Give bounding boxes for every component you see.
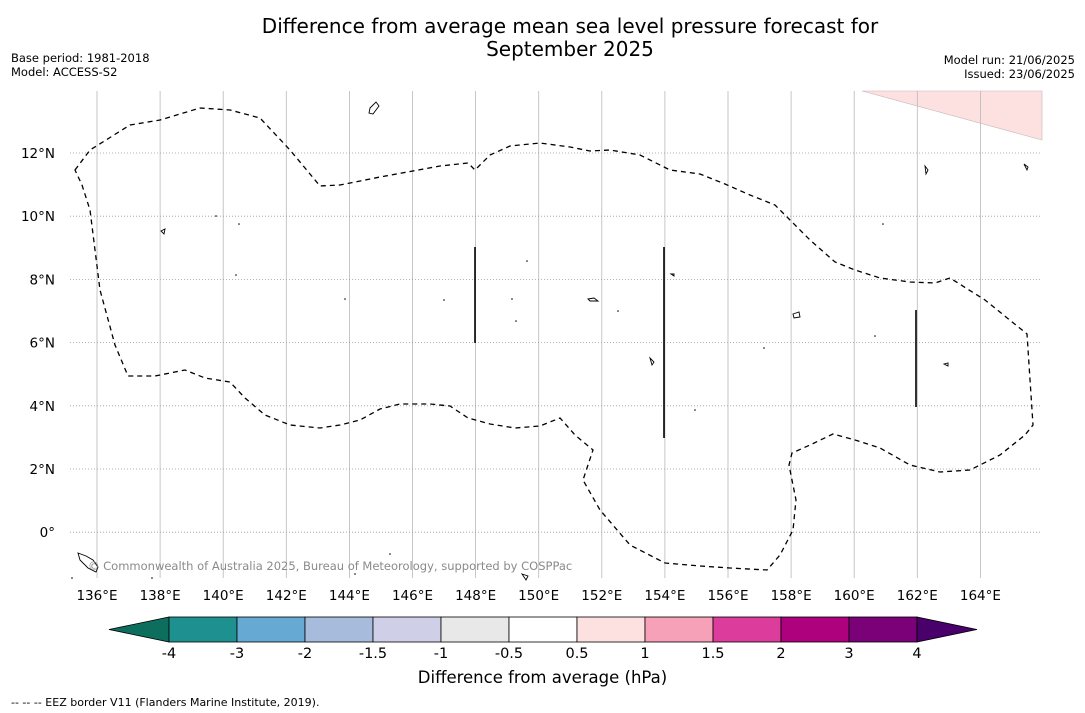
longitude-tick-label: 136°E <box>76 588 117 604</box>
colorbar-tick-label: -0.5 <box>495 646 523 662</box>
colorbar-segment <box>780 616 850 643</box>
latitude-tick-label: 12°N <box>21 146 55 162</box>
colorbar-tick-label: 1.5 <box>701 646 724 662</box>
longitude-tick-label: 140°E <box>203 588 244 604</box>
island <box>368 101 380 115</box>
colorbar-tick-label: -2 <box>298 646 312 662</box>
latitude-tick-label: 6°N <box>30 336 55 352</box>
colorbar-segment <box>372 616 442 643</box>
longitude-tick-label: 146°E <box>392 588 433 604</box>
longitude-tick-label: 154°E <box>644 588 685 604</box>
base-info: Base period: 1981-2018 Model: ACCESS-S2 <box>11 51 150 79</box>
colorbar-segment <box>440 616 510 643</box>
issued-date: Issued: 23/06/2025 <box>964 67 1075 81</box>
islands <box>77 101 1029 581</box>
latitude-tick-label: 10°N <box>21 209 55 225</box>
colorbar-tick-label: -3 <box>230 646 244 662</box>
longitude-tick-label: 156°E <box>707 588 748 604</box>
longitude-tick-label: 142°E <box>266 588 307 604</box>
colorbar-tick-label: -1 <box>434 646 448 662</box>
island <box>77 552 99 573</box>
colorbar-over-arrow <box>916 616 978 643</box>
island <box>649 356 655 367</box>
island <box>1023 163 1029 172</box>
longitude-tick-label: 160°E <box>834 588 875 604</box>
longitude-tick-label: 138°E <box>140 588 181 604</box>
colorbar-segment <box>508 616 578 643</box>
model-run: Model run: 21/06/2025 <box>943 53 1075 67</box>
island <box>924 164 929 176</box>
colorbar-segment <box>712 616 782 643</box>
latitude-tick-label: 4°N <box>30 399 55 415</box>
colorbar: -4 -3 -2 -1.5 -1 -0.5 0.5 1 1.5 2 3 4 <box>108 616 978 662</box>
colorbar-tick-label: 0.5 <box>565 646 588 662</box>
latitude-labels: 12°N 10°N 8°N 6°N 4°N 2°N 0° <box>21 146 55 541</box>
latitude-tick-label: 8°N <box>30 272 55 288</box>
island <box>520 573 529 581</box>
colorbar-under-arrow <box>108 616 170 643</box>
latitude-tick-label: 0° <box>40 525 55 541</box>
colorbar-tick-label: 1 <box>640 646 649 662</box>
island <box>587 297 600 302</box>
island <box>942 362 949 367</box>
longitude-labels: 136°E 138°E 140°E 142°E 144°E 146°E 148°E 150°E… <box>76 588 1000 604</box>
colorbar-segment <box>168 616 238 643</box>
colorbar-segment <box>848 616 918 643</box>
colorbar-tick-label: 2 <box>776 646 785 662</box>
colorbar-tick-label: 3 <box>844 646 853 662</box>
model-name: Model: ACCESS-S2 <box>11 65 118 79</box>
title-line-1: Difference from average mean sea level p… <box>261 14 879 38</box>
copyright-text: © Commonwealth of Australia 2025, Bureau… <box>88 559 572 573</box>
longitude-tick-label: 162°E <box>897 588 938 604</box>
colorbar-tick-label: -4 <box>162 646 176 662</box>
longitude-tick-label: 164°E <box>960 588 1001 604</box>
longitude-tick-label: 152°E <box>581 588 622 604</box>
colorbar-tick-label: -1.5 <box>359 646 387 662</box>
island <box>792 311 801 319</box>
map-area: © Commonwealth of Australia 2025, Bureau… <box>70 90 1043 581</box>
title-line-2: September 2025 <box>486 37 654 61</box>
colorbar-segment <box>304 616 374 643</box>
longitude-tick-label: 158°E <box>771 588 812 604</box>
latitude-gridlines <box>70 152 1042 533</box>
longitude-tick-label: 144°E <box>329 588 370 604</box>
colorbar-segment <box>644 616 714 643</box>
footnote: -- -- -- EEZ border V11 (Flanders Marine… <box>11 696 320 709</box>
run-info: Model run: 21/06/2025 Issued: 23/06/2025 <box>944 53 1075 81</box>
chart-title: Difference from average mean sea level p… <box>220 15 920 61</box>
longitude-tick-label: 148°E <box>455 588 496 604</box>
eez-border <box>74 107 1034 571</box>
tiny-islets <box>71 215 884 579</box>
colorbar-tick-label: 4 <box>912 646 921 662</box>
longitude-tick-label: 150°E <box>518 588 559 604</box>
colorbar-segment <box>236 616 306 643</box>
island <box>160 228 166 235</box>
colorbar-segment <box>576 616 646 643</box>
anomaly-patch <box>861 90 1043 141</box>
base-period: Base period: 1981-2018 <box>11 51 150 65</box>
longitude-gridlines <box>96 91 981 578</box>
island <box>669 273 675 277</box>
colorbar-label: Difference from average (hPa) <box>417 668 668 687</box>
latitude-tick-label: 2°N <box>30 462 55 478</box>
